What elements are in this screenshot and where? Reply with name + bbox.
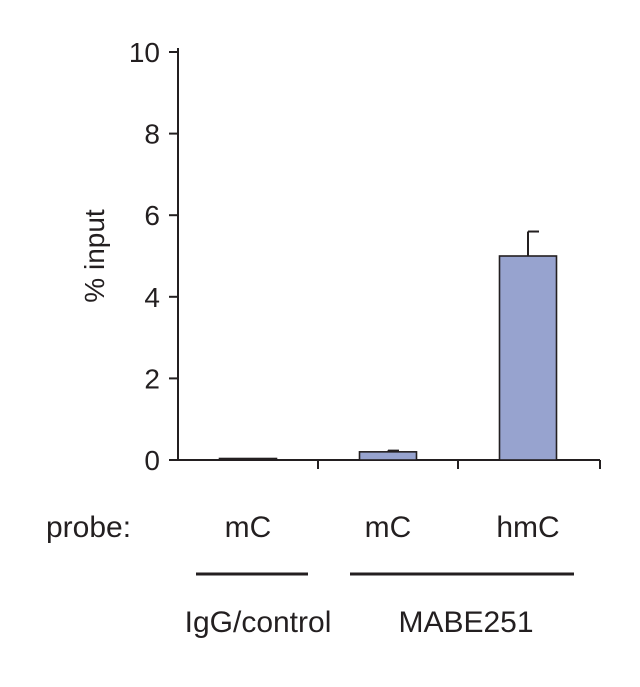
y-tick-label: 6 xyxy=(144,200,160,231)
group-label: IgG/control xyxy=(185,606,332,639)
bar xyxy=(218,457,278,461)
category-label: mC xyxy=(365,511,412,544)
y-tick-label: 4 xyxy=(144,282,160,313)
labels: 0 2 4 6 8 10 % input probe: mC mC hmC IgG/control MA… xyxy=(46,37,560,639)
y-tick-label: 2 xyxy=(144,363,160,394)
bar xyxy=(498,255,558,461)
y-tick-label: 8 xyxy=(144,119,160,150)
y-tick-label: 0 xyxy=(144,445,160,476)
y-axis-title: % input xyxy=(79,209,110,303)
group-label: MABE251 xyxy=(398,606,533,639)
probe-row-label: probe: xyxy=(46,511,131,544)
y-tick-label: 10 xyxy=(129,37,160,68)
category-label: hmC xyxy=(496,511,559,544)
bar xyxy=(358,451,418,461)
bars xyxy=(218,230,558,461)
category-label: mC xyxy=(225,511,272,544)
